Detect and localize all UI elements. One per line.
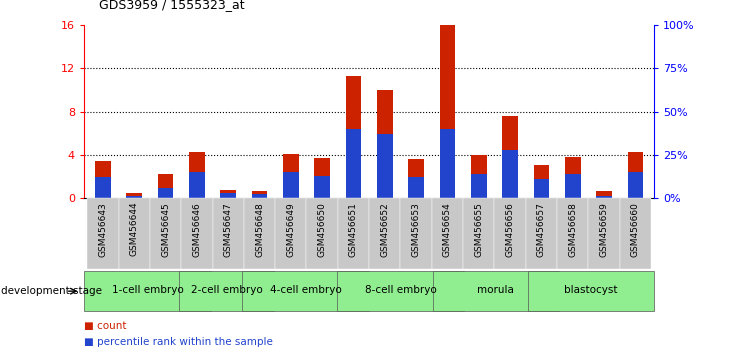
Bar [126, 196, 142, 198]
Bar [179, 271, 274, 311]
Bar [534, 165, 549, 198]
Text: blastocyst: blastocyst [564, 285, 618, 295]
Bar [95, 177, 110, 198]
Bar [628, 152, 643, 198]
Text: GSM456655: GSM456655 [474, 202, 483, 257]
Bar [565, 174, 580, 198]
Bar [338, 271, 464, 311]
Bar [126, 193, 142, 198]
Bar [409, 177, 424, 198]
Bar [283, 172, 299, 198]
Text: GSM456657: GSM456657 [537, 202, 546, 257]
Bar [181, 198, 213, 269]
Bar [596, 191, 612, 198]
Bar [528, 271, 654, 311]
Bar [433, 271, 559, 311]
Bar [158, 188, 173, 198]
Bar [189, 172, 205, 198]
Bar [471, 155, 487, 198]
Text: GSM456648: GSM456648 [255, 202, 264, 257]
Text: ■ count: ■ count [84, 321, 126, 331]
Text: 1-cell embryo: 1-cell embryo [112, 285, 183, 295]
Bar [432, 198, 463, 269]
Bar [369, 198, 401, 269]
Bar [213, 198, 244, 269]
Bar [158, 175, 173, 198]
Bar [251, 191, 268, 198]
Bar [150, 198, 181, 269]
Bar [84, 271, 211, 311]
Bar [439, 25, 455, 198]
Text: 8-cell embryo: 8-cell embryo [365, 285, 436, 295]
Bar [346, 76, 361, 198]
Bar [463, 198, 494, 269]
Bar [377, 134, 393, 198]
Bar [565, 157, 580, 198]
Bar [306, 198, 338, 269]
Text: GSM456658: GSM456658 [568, 202, 577, 257]
Bar [628, 172, 643, 198]
Text: GSM456643: GSM456643 [99, 202, 107, 257]
Bar [596, 196, 612, 198]
Text: GSM456646: GSM456646 [192, 202, 201, 257]
Bar [502, 116, 518, 198]
Text: ■ percentile rank within the sample: ■ percentile rank within the sample [84, 337, 273, 347]
Text: 2-cell embryo: 2-cell embryo [191, 285, 262, 295]
Bar [87, 198, 118, 269]
Bar [243, 271, 369, 311]
Text: GSM456650: GSM456650 [318, 202, 327, 257]
Bar [526, 198, 557, 269]
Bar [95, 161, 110, 198]
Text: development stage: development stage [1, 286, 102, 296]
Bar [189, 152, 205, 198]
Text: GSM456645: GSM456645 [161, 202, 170, 257]
Bar [338, 198, 369, 269]
Bar [314, 158, 330, 198]
Bar [401, 198, 432, 269]
Text: GSM456647: GSM456647 [224, 202, 232, 257]
Bar [377, 90, 393, 198]
Bar [557, 198, 588, 269]
Bar [620, 198, 651, 269]
Bar [275, 198, 306, 269]
Text: GSM456659: GSM456659 [599, 202, 609, 257]
Text: GSM456653: GSM456653 [412, 202, 420, 257]
Bar [118, 198, 150, 269]
Bar [471, 174, 487, 198]
Text: GSM456644: GSM456644 [129, 202, 139, 256]
Text: GDS3959 / 1555323_at: GDS3959 / 1555323_at [99, 0, 244, 11]
Text: morula: morula [477, 285, 515, 295]
Bar [314, 176, 330, 198]
Bar [502, 150, 518, 198]
Text: GSM456652: GSM456652 [380, 202, 390, 257]
Bar [494, 198, 526, 269]
Text: 4-cell embryo: 4-cell embryo [270, 285, 341, 295]
Bar [346, 129, 361, 198]
Bar [588, 198, 620, 269]
Bar [244, 198, 275, 269]
Text: GSM456656: GSM456656 [506, 202, 515, 257]
Bar [534, 179, 549, 198]
Text: GSM456649: GSM456649 [287, 202, 295, 257]
Bar [220, 190, 236, 198]
Bar [251, 194, 268, 198]
Bar [220, 193, 236, 198]
Bar [409, 159, 424, 198]
Bar [283, 154, 299, 198]
Text: GSM456660: GSM456660 [631, 202, 640, 257]
Bar [439, 129, 455, 198]
Text: GSM456654: GSM456654 [443, 202, 452, 257]
Text: GSM456651: GSM456651 [349, 202, 358, 257]
